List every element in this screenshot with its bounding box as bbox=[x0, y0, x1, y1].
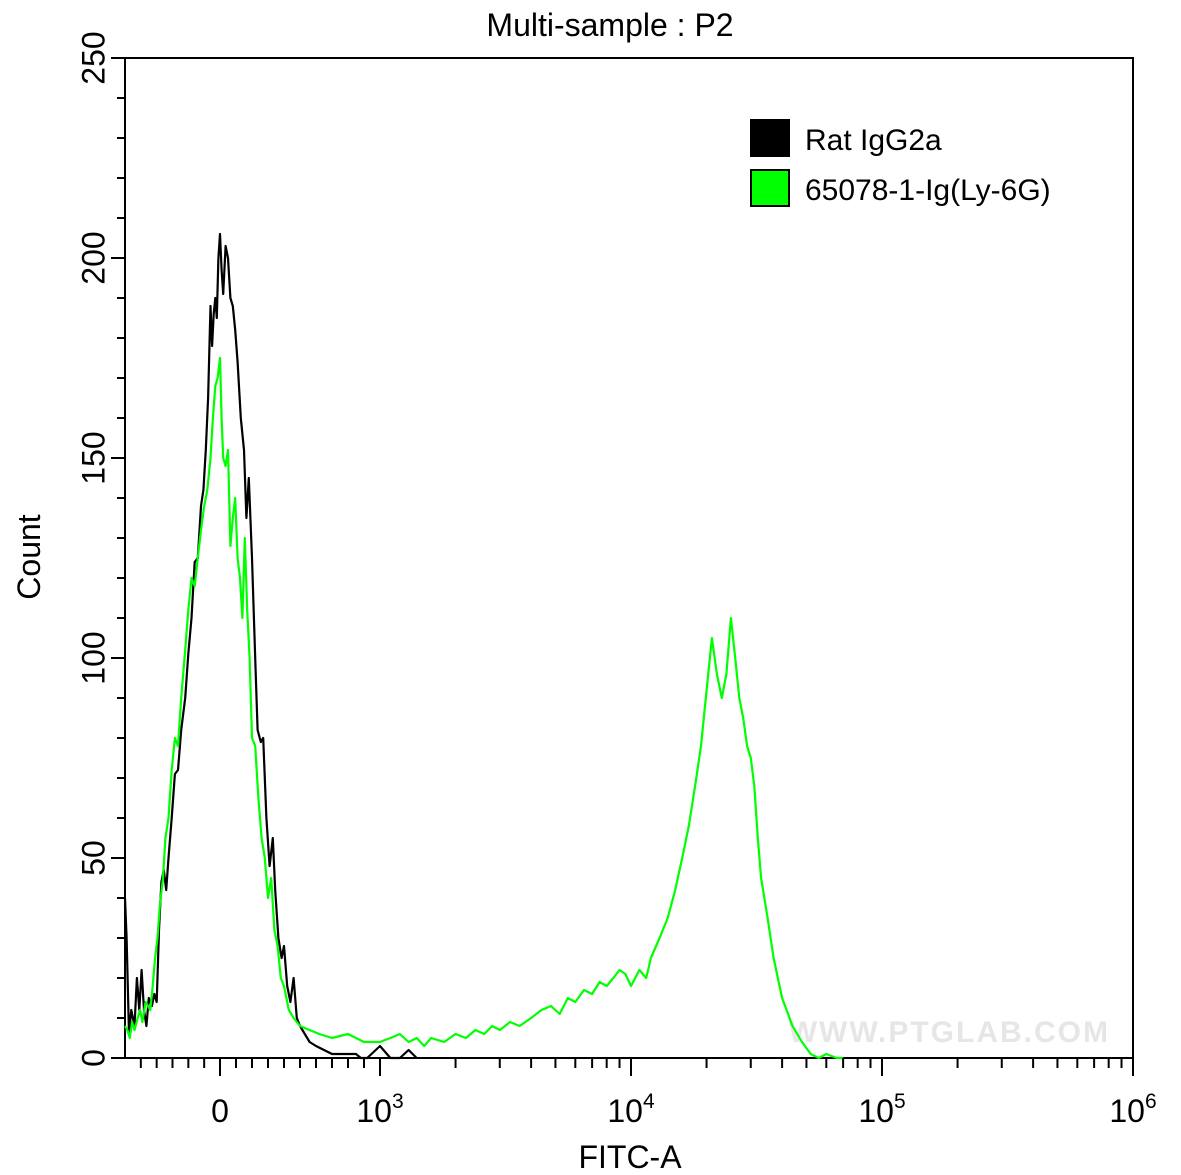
x-tick-label: 103 bbox=[356, 1090, 403, 1129]
legend-label: Rat IgG2a bbox=[805, 124, 942, 157]
y-axis-label: Count bbox=[11, 514, 47, 600]
watermark: WWW.PTGLAB.COM bbox=[789, 1016, 1110, 1049]
y-tick-label: 250 bbox=[75, 31, 111, 84]
chart-title: Multi-sample : P2 bbox=[486, 7, 733, 43]
series-line-2 bbox=[124, 356, 844, 1060]
x-tick-label: 104 bbox=[607, 1090, 655, 1129]
legend: Rat IgG2a 65078-1-Ig(Ly-6G) bbox=[750, 119, 1051, 207]
legend-swatch bbox=[750, 169, 790, 207]
x-tick-label: 0 bbox=[211, 1093, 229, 1129]
y-axis-ticks: 0 50 100 150 200 250 bbox=[75, 31, 125, 1067]
legend-swatch bbox=[750, 119, 790, 157]
x-tick-label: 105 bbox=[858, 1090, 905, 1129]
y-tick-label: 0 bbox=[75, 1049, 111, 1067]
watermark-text: WWW.PTGLAB.COM bbox=[789, 1016, 1110, 1049]
y-tick-label: 150 bbox=[75, 431, 111, 484]
x-axis-ticks: 0 103 104 105 106 bbox=[139, 1058, 1157, 1129]
x-axis-label: FITC-A bbox=[578, 1139, 682, 1175]
series-line-1 bbox=[123, 232, 418, 1060]
y-tick-label: 50 bbox=[75, 840, 111, 876]
series-layer bbox=[123, 232, 844, 1060]
plot-frame bbox=[124, 57, 1134, 1059]
y-tick-label: 100 bbox=[75, 631, 111, 684]
x-tick-label: 106 bbox=[1109, 1090, 1156, 1129]
y-tick-label: 200 bbox=[75, 231, 111, 284]
legend-label: 65078-1-Ig(Ly-6G) bbox=[805, 174, 1051, 207]
